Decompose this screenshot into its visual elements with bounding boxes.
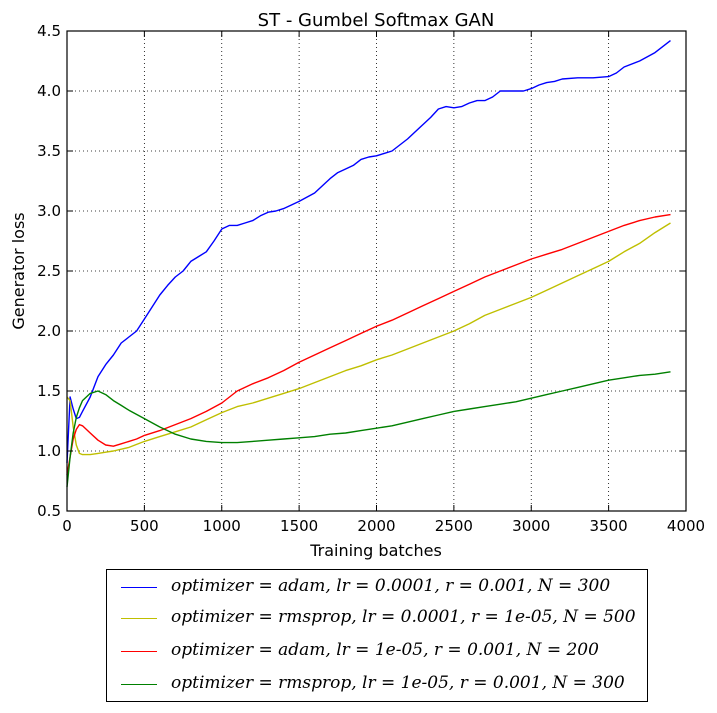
grid-lines <box>67 31 686 511</box>
y-axis-label: Generator loss <box>9 212 28 329</box>
x-tick-label: 2500 <box>435 517 473 535</box>
y-tick-label: 3.0 <box>37 202 61 220</box>
series-line-1 <box>66 40 671 464</box>
y-tick-label: 2.5 <box>37 262 61 280</box>
y-tick-label: 0.5 <box>37 502 61 520</box>
x-tick-label: 2000 <box>357 517 395 535</box>
legend-item: optimizer = rmsprop, lr = 0.0001, r = 1e… <box>107 604 647 634</box>
series-group <box>66 40 671 488</box>
x-tick-label: 1000 <box>203 517 241 535</box>
legend-swatch-rmsprop-500 <box>121 618 157 619</box>
x-tick-label: 3500 <box>590 517 628 535</box>
legend-item: optimizer = adam, lr = 0.0001, r = 0.001… <box>107 573 647 603</box>
legend: optimizer = adam, lr = 0.0001, r = 0.001… <box>106 569 648 702</box>
x-axis-label: Training batches <box>309 541 442 560</box>
y-tick-label: 1.0 <box>37 442 61 460</box>
legend-swatch-rmsprop-300 <box>121 684 157 685</box>
y-tick-label: 1.5 <box>37 382 61 400</box>
x-tick-label: 3000 <box>512 517 550 535</box>
y-tick-label: 3.5 <box>37 142 61 160</box>
legend-item: optimizer = rmsprop, lr = 1e-05, r = 0.0… <box>107 670 647 700</box>
series-line-4 <box>66 371 671 488</box>
y-tick-label: 4.0 <box>37 82 61 100</box>
legend-label: optimizer = rmsprop, lr = 1e-05, r = 0.0… <box>171 673 625 693</box>
x-tick-label: 0 <box>62 517 72 535</box>
legend-label: optimizer = adam, lr = 1e-05, r = 0.001,… <box>171 640 599 660</box>
x-tick-label: 1500 <box>280 517 318 535</box>
chart-title: ST - Gumbel Softmax GAN <box>258 10 495 31</box>
axis-ticks: 0 500 1000 1500 2000 2500 3000 3500 4000 0.5 1.0 1.… <box>37 22 705 535</box>
legend-swatch-adam-200 <box>121 651 157 652</box>
legend-label: optimizer = rmsprop, lr = 0.0001, r = 1e… <box>171 607 636 627</box>
x-tick-label: 500 <box>130 517 159 535</box>
legend-label: optimizer = adam, lr = 0.0001, r = 0.001… <box>171 576 611 596</box>
y-tick-label: 4.5 <box>37 22 61 40</box>
y-tick-label: 2.0 <box>37 322 61 340</box>
x-tick-label: 4000 <box>667 517 705 535</box>
legend-swatch-adam-300 <box>121 587 157 588</box>
legend-item: optimizer = adam, lr = 1e-05, r = 0.001,… <box>107 637 647 667</box>
series-line-3 <box>66 213 671 476</box>
series-line-2 <box>66 222 671 456</box>
